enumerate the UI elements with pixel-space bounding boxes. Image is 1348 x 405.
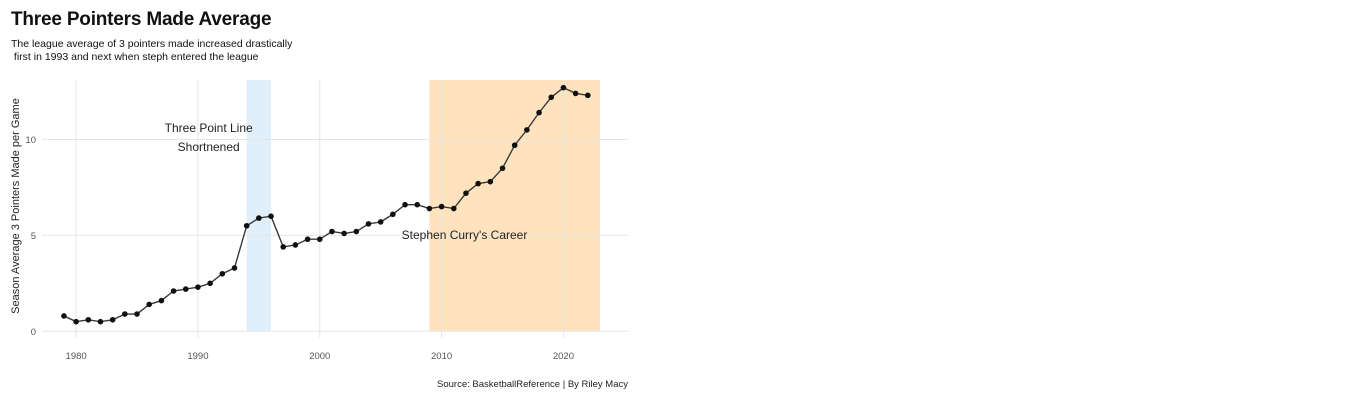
data-point (377, 219, 384, 225)
data-point (524, 127, 530, 133)
data-point (158, 297, 165, 304)
data-point (426, 205, 433, 212)
chart-title: Three Pointers Made Average (11, 9, 272, 30)
data-point (134, 311, 140, 317)
shaded-region-2 (429, 80, 600, 332)
data-point (316, 236, 323, 243)
data-point (548, 94, 555, 101)
data-point (243, 222, 250, 229)
data-point (109, 316, 116, 323)
data-point (365, 221, 372, 227)
shaded-regions (246, 80, 600, 332)
data-point (463, 190, 469, 196)
y-axis-ticks: 0 5 10 (25, 135, 36, 338)
data-point (122, 311, 128, 317)
data-point (584, 92, 591, 99)
data-point (560, 84, 567, 91)
data-point (499, 165, 506, 172)
data-point (256, 215, 262, 221)
y-tick-label: 0 (31, 327, 36, 338)
region-annotation-2: Stephen Curry's Career (402, 228, 528, 242)
x-tick-label: 1980 (66, 351, 87, 362)
x-tick-label: 2000 (309, 351, 330, 362)
x-tick-label: 2020 (553, 351, 574, 362)
x-axis-ticks: 1980 1990 2000 2010 2020 (66, 351, 574, 362)
data-point (182, 286, 189, 292)
data-point (231, 265, 238, 271)
data-point (85, 316, 92, 323)
data-point (487, 178, 494, 185)
region-annotation-1: Shortnened (178, 140, 240, 154)
data-point (390, 211, 396, 218)
chart-subtitle: The league average of 3 pointers made in… (11, 38, 293, 63)
data-point (268, 213, 274, 219)
data-point (353, 228, 360, 235)
region-annotations: Three Point Line Shortnened Stephen Curry'… (165, 121, 528, 242)
gridlines (42, 80, 628, 338)
series-layer (61, 84, 591, 325)
data-point (511, 142, 518, 149)
data-point (280, 244, 287, 250)
data-point (402, 201, 408, 208)
shaded-region-1 (246, 80, 272, 332)
data-point (292, 242, 299, 248)
y-axis-label: Season Average 3 Pointers Made per Game (10, 98, 22, 314)
data-point (219, 270, 226, 277)
data-point (341, 230, 347, 237)
data-point (195, 284, 201, 290)
data-point (61, 313, 67, 319)
data-point (329, 228, 335, 235)
y-tick-label: 10 (25, 135, 36, 146)
x-tick-label: 2010 (431, 351, 452, 362)
data-point (304, 236, 311, 243)
data-point (438, 203, 445, 210)
data-point (450, 205, 457, 212)
region-annotation-1: Three Point Line (165, 121, 253, 135)
data-point (170, 288, 177, 294)
data-point (73, 318, 79, 325)
y-tick-label: 5 (31, 231, 36, 242)
data-point (475, 180, 481, 187)
data-point (536, 109, 542, 116)
data-point (146, 301, 153, 308)
source-caption: Source: BasketballReference | By Riley M… (437, 379, 628, 390)
data-point (414, 201, 421, 208)
data-point (97, 318, 104, 325)
data-point (207, 280, 213, 287)
data-point (572, 90, 579, 97)
x-tick-label: 1990 (187, 351, 208, 362)
